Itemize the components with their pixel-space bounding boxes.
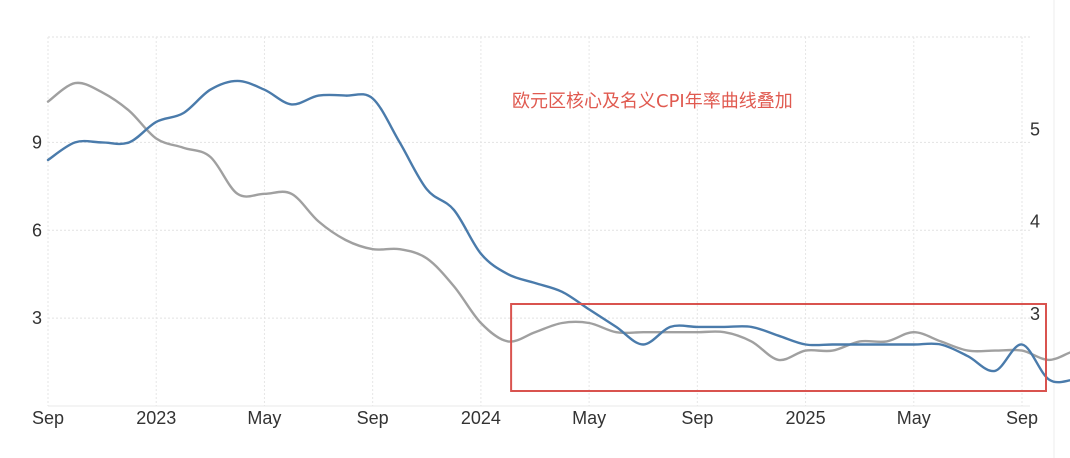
right-tick-label: 5	[1030, 119, 1040, 139]
series-line-left-axis	[46, 79, 1070, 384]
x-tick-label: Sep	[32, 408, 64, 428]
x-tick-label: 2023	[136, 408, 176, 428]
series-lines	[46, 79, 1070, 384]
highlight-box	[510, 303, 1048, 392]
right-axis-ticks: 3 4 5	[1030, 119, 1040, 324]
right-tick-label: 4	[1030, 212, 1040, 232]
x-tick-label: Sep	[1006, 408, 1038, 428]
chart-annotation: 欧元区核心及名义CPI年率曲线叠加	[512, 91, 793, 112]
x-tick-label: 2025	[786, 408, 826, 428]
x-axis-ticks: Sep 2023 May Sep 2024 May Sep 2025 May Sep	[32, 408, 1038, 428]
x-tick-label: May	[572, 408, 606, 428]
left-tick-label: 3	[32, 308, 42, 328]
x-tick-label: Sep	[357, 408, 389, 428]
x-tick-label: Sep	[681, 408, 713, 428]
left-axis-ticks: 3 6 9	[32, 132, 42, 328]
x-tick-label: 2024	[461, 408, 501, 428]
series-line-right-axis	[46, 81, 1070, 362]
x-tick-label: May	[897, 408, 931, 428]
x-tick-label: May	[247, 408, 281, 428]
left-tick-label: 9	[32, 132, 42, 152]
left-tick-label: 6	[32, 220, 42, 240]
right-tick-label: 3	[1030, 304, 1040, 324]
